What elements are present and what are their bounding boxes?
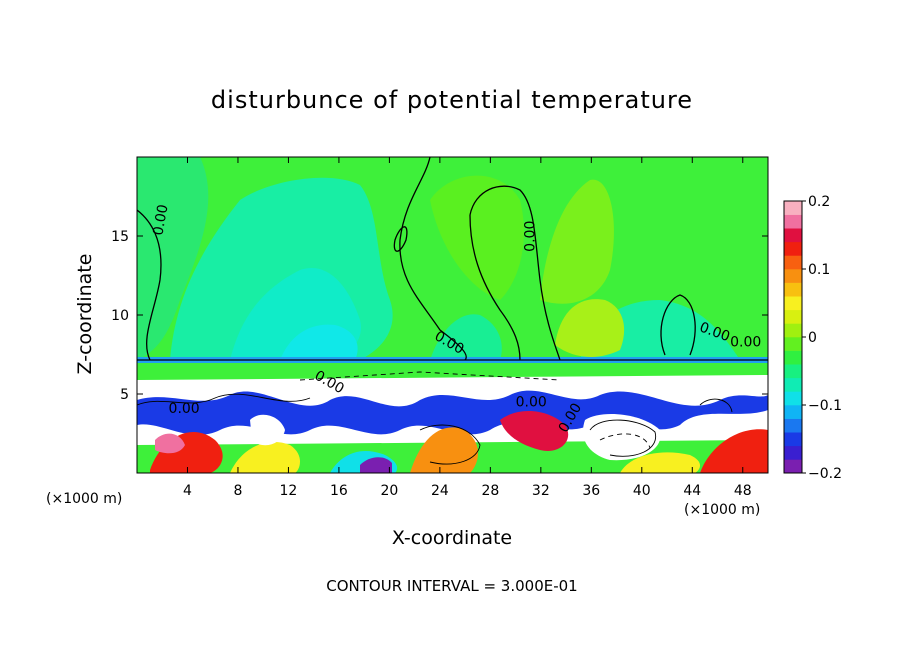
contour-lines-lower [137, 371, 733, 465]
x-tick-label: 28 [481, 483, 499, 499]
colorbar-swatch [784, 432, 802, 447]
contour-line [469, 214, 521, 361]
colorbar-swatch [784, 241, 802, 256]
y-tick-label: 10 [111, 308, 129, 324]
field-layer [137, 157, 768, 473]
y-axis: 5 10 15 [111, 229, 768, 403]
x-tick-label: 44 [683, 483, 701, 499]
colorbar: 0.2 0.1 0 −0.1 −0.2 [783, 194, 842, 482]
field-region [137, 157, 209, 360]
colorbar-swatch [784, 282, 802, 297]
x-tick-label: 32 [532, 483, 550, 499]
field-region [582, 414, 661, 461]
contour-interval-note: CONTOUR INTERVAL = 3.000E-01 [326, 577, 578, 595]
x-tick-label: 40 [633, 483, 651, 499]
colorbar-swatch [784, 405, 802, 419]
colorbar-swatch [784, 323, 802, 338]
contour-line [660, 294, 696, 356]
field-region [700, 429, 768, 473]
field-region [360, 457, 392, 473]
contour-line [599, 433, 651, 449]
colorbar-swatch [784, 269, 802, 283]
field-region [155, 433, 185, 454]
colorbar-swatch [784, 255, 802, 270]
field-region [230, 441, 300, 473]
contour-line [469, 185, 561, 361]
field-region [500, 410, 569, 451]
field-region [250, 414, 285, 446]
field-region [410, 427, 479, 473]
x-tick-label: 36 [582, 483, 600, 499]
x-tick-label: 4 [183, 483, 192, 499]
y-tick-label: 5 [120, 387, 129, 403]
contour-line [419, 424, 481, 465]
colorbar-swatch [784, 309, 802, 324]
x-unit-label-right: (×1000 m) [684, 502, 761, 518]
colorbar-swatch [784, 337, 802, 351]
contour-label: 0.00 [516, 395, 547, 411]
colorbar-swatch [784, 391, 802, 406]
colorbar-swatch [784, 445, 802, 460]
x-tick-label: 16 [330, 483, 348, 499]
contour-label: 0.00 [169, 401, 200, 417]
x-axis-label: X-coordinate [391, 527, 513, 549]
contour-line [137, 393, 311, 406]
colorbar-swatch [784, 459, 802, 474]
contour-label: 0.00 [730, 335, 761, 351]
colorbar-swatch [784, 214, 802, 229]
colorbar-tick-label: 0.2 [808, 194, 830, 210]
colorbar-swatch [784, 350, 802, 365]
contour-line [589, 419, 657, 457]
colorbar-swatch [784, 364, 802, 379]
field-region [430, 175, 524, 300]
contour-line [137, 209, 162, 361]
contour-line [399, 157, 467, 361]
colorbar-swatch [784, 418, 802, 433]
contour-line [299, 371, 561, 381]
field-region [430, 314, 502, 360]
y-tick-label: 15 [111, 229, 129, 245]
colorbar-swatch [784, 228, 802, 243]
field-region [280, 324, 358, 360]
contour-label-layer: 0.00 0.000.00 0.000.000.000.000.00 0.00 [150, 203, 761, 435]
contour-label: 0.00 [523, 221, 539, 252]
field-region [150, 431, 223, 473]
field-region [137, 390, 768, 435]
chart-title: disturbunce of potential temperature [210, 86, 694, 114]
contour-lines [137, 157, 768, 361]
colorbar-tick-label: −0.1 [808, 398, 842, 414]
field-region [555, 299, 625, 357]
contour-label: 0.00 [150, 203, 171, 236]
field-region [620, 452, 700, 473]
colorbar-swatch [784, 201, 802, 215]
colorbar-tick-label: 0 [808, 330, 817, 346]
x-tick-label: 12 [280, 483, 298, 499]
colorbar-tick-label: −0.2 [808, 466, 842, 482]
x-tick-label: 20 [380, 483, 398, 499]
x-axis: 4 8 12 16 20 24 28 32 36 40 44 48 [183, 157, 752, 499]
contour-line [699, 398, 733, 413]
x-tick-label: 8 [233, 483, 242, 499]
field-region [540, 179, 614, 304]
colorbar-tick-label: 0.1 [808, 262, 830, 278]
x-unit-label-left: (×1000 m) [46, 491, 123, 507]
x-tick-label: 24 [431, 483, 449, 499]
x-tick-label: 48 [734, 483, 752, 499]
colorbar-swatch [784, 377, 802, 392]
colorbar-swatch [784, 296, 802, 311]
contour-line [393, 226, 408, 252]
